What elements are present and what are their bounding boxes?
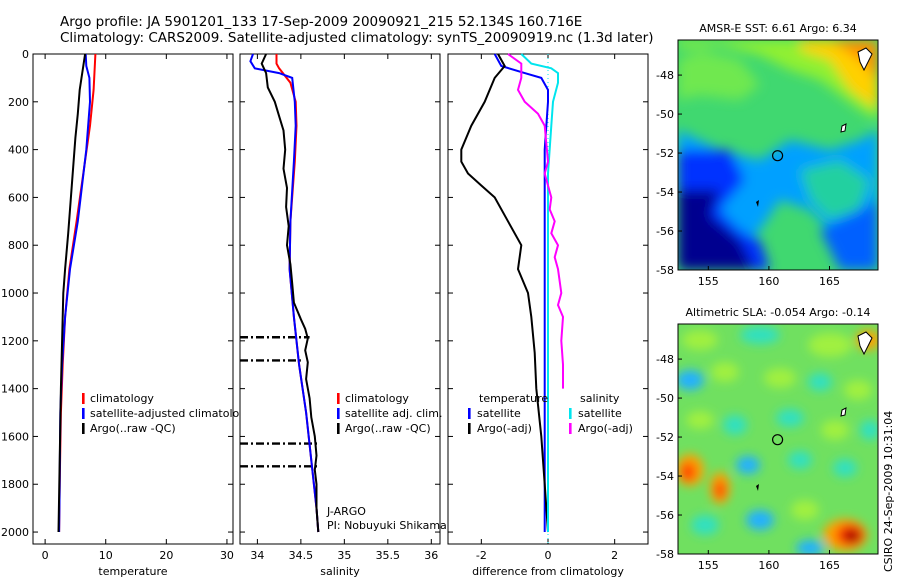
difference-xtick-label: 2 <box>611 549 618 562</box>
sst-map-ytick-label: -52 <box>656 147 674 160</box>
legend-swatch <box>82 423 85 434</box>
sst-map-xtick-label: 155 <box>698 275 719 288</box>
legend-entry: Argo(-adj) <box>477 422 532 435</box>
temperature-ytick-label: 1600 <box>1 430 29 443</box>
credit-timestamp: CSIRO 24-Sep-2009 10:31:04 <box>882 411 895 572</box>
sst-map-ytick-label: -48 <box>656 69 674 82</box>
difference-panel: -2 0 2 difference from climatology temperatu… <box>447 53 649 578</box>
salinity-xtick-label: 35 <box>337 549 351 562</box>
temperature-ytick-label: 600 <box>8 191 29 204</box>
temperature-xtick-label: 10 <box>99 549 113 562</box>
series-line <box>520 53 559 532</box>
salinity-xtick-label: 36 <box>424 549 438 562</box>
temperature-xtick-label: 0 <box>42 549 49 562</box>
sst-map-ytick-label: -58 <box>656 264 674 277</box>
sst-island-shapes <box>756 47 873 207</box>
sla-map-ytick-label: -52 <box>656 431 674 444</box>
salinity-xtick-label: 35.5 <box>376 549 401 562</box>
salinity-annotation: J-ARGO <box>326 505 366 518</box>
sla-field-base <box>678 324 878 554</box>
sst-map-title: AMSR-E SST: 6.61 Argo: 6.34 <box>699 22 857 35</box>
series-line <box>507 53 565 389</box>
temperature-ytick-label: 1200 <box>1 335 29 348</box>
temperature-ytick-label: 200 <box>8 96 29 109</box>
series-line <box>493 53 549 532</box>
figure-title-line1: Argo profile: JA 5901201_133 17-Sep-2009… <box>60 14 582 30</box>
difference-xlabel: difference from climatology <box>472 565 624 578</box>
sla-field <box>678 326 878 554</box>
series-line <box>57 53 87 533</box>
sla-map-xtick-label: 165 <box>819 559 840 572</box>
legend-swatch <box>82 408 85 419</box>
sla-map-panel: Altimetric SLA: -0.054 Argo: -0.14 <box>656 306 879 572</box>
figure-title-line2: Climatology: CARS2009. Satellite-adjuste… <box>60 30 653 46</box>
sla-map-ytick-label: -50 <box>656 392 674 405</box>
sla-map-ytick-label: -58 <box>656 548 674 561</box>
temperature-xtick-label: 20 <box>159 549 173 562</box>
legend-entry: Argo(..raw -QC) <box>345 422 431 435</box>
sla-map-frame <box>677 323 879 555</box>
sst-map-ytick-label: -50 <box>656 108 674 121</box>
salinity-xtick-label: 34 <box>250 549 264 562</box>
salinity-annotation: PI: Nobuyuki Shikama <box>327 519 447 532</box>
salinity-panel: 34 34.5 35 35.5 36 salinity climatology satelli… <box>239 53 447 578</box>
difference-xtick-label: -2 <box>476 549 487 562</box>
sla-island-shapes <box>756 331 873 491</box>
sla-map-ytick-label: -48 <box>656 353 674 366</box>
legend-swatch <box>337 408 340 419</box>
sst-map-frame <box>677 39 879 271</box>
legend-entry: climatology <box>90 392 154 405</box>
sst-map-ytick-label: -54 <box>656 186 674 199</box>
legend-swatch <box>82 393 85 404</box>
legend-swatch <box>569 423 572 434</box>
sla-map-ytick-label: -56 <box>656 509 674 522</box>
salinity-xlabel: salinity <box>320 565 360 578</box>
profile-location-marker <box>771 434 784 446</box>
sst-map-xtick-label: 160 <box>758 275 779 288</box>
legend-entry: satellite <box>578 407 622 420</box>
legend-entry: Argo(-adj) <box>578 422 633 435</box>
legend-swatch <box>337 393 340 404</box>
series-line <box>260 53 320 533</box>
temperature-ytick-label: 800 <box>8 239 29 252</box>
profile-location-marker <box>771 150 784 162</box>
temperature-xlabel: temperature <box>98 565 167 578</box>
temperature-ytick-label: 1400 <box>1 383 29 396</box>
temperature-ytick-label: 2000 <box>1 526 29 539</box>
legend-entry: satellite <box>477 407 521 420</box>
sst-field <box>678 40 878 270</box>
legend-entry: Argo(..raw -QC) <box>90 422 176 435</box>
temperature-ytick-label: 1800 <box>1 478 29 491</box>
sst-map-ytick-label: -56 <box>656 225 674 238</box>
legend-swatch <box>468 423 471 434</box>
legend-entry: salinity <box>580 392 620 405</box>
sst-map-xtick-label: 165 <box>819 275 840 288</box>
legend-swatch <box>337 423 340 434</box>
salinity-axes-frame <box>239 53 441 545</box>
series-line <box>460 53 549 533</box>
temperature-ytick-label: 1000 <box>1 287 29 300</box>
sla-map-xtick-label: 160 <box>758 559 779 572</box>
sst-map-panel: AMSR-E SST: 6.61 Argo: 6.34 155 160 165 -48… <box>656 22 879 288</box>
legend-swatch <box>468 408 471 419</box>
sla-map-ytick-label: -54 <box>656 470 674 483</box>
series-line <box>249 53 320 533</box>
legend-entry: temperature <box>479 392 548 405</box>
temperature-ytick-label: 0 <box>22 48 29 61</box>
sla-map-xtick-label: 155 <box>698 559 719 572</box>
legend-entry: climatology <box>345 392 409 405</box>
temperature-ytick-label: 400 <box>8 144 29 157</box>
temperature-panel: 0 200 400 600 800 1000 1200 1400 1600 1800 2000 0 10… <box>1 48 253 578</box>
sla-map-title: Altimetric SLA: -0.054 Argo: -0.14 <box>686 306 871 319</box>
difference-xtick-label: 0 <box>545 549 552 562</box>
temperature-xtick-label: 30 <box>220 549 234 562</box>
legend-swatch <box>569 408 572 419</box>
legend-entry: satellite-adjusted climatology <box>90 407 253 420</box>
salinity-xtick-label: 34.5 <box>289 549 314 562</box>
legend-entry: satellite adj. clim. <box>345 407 442 420</box>
